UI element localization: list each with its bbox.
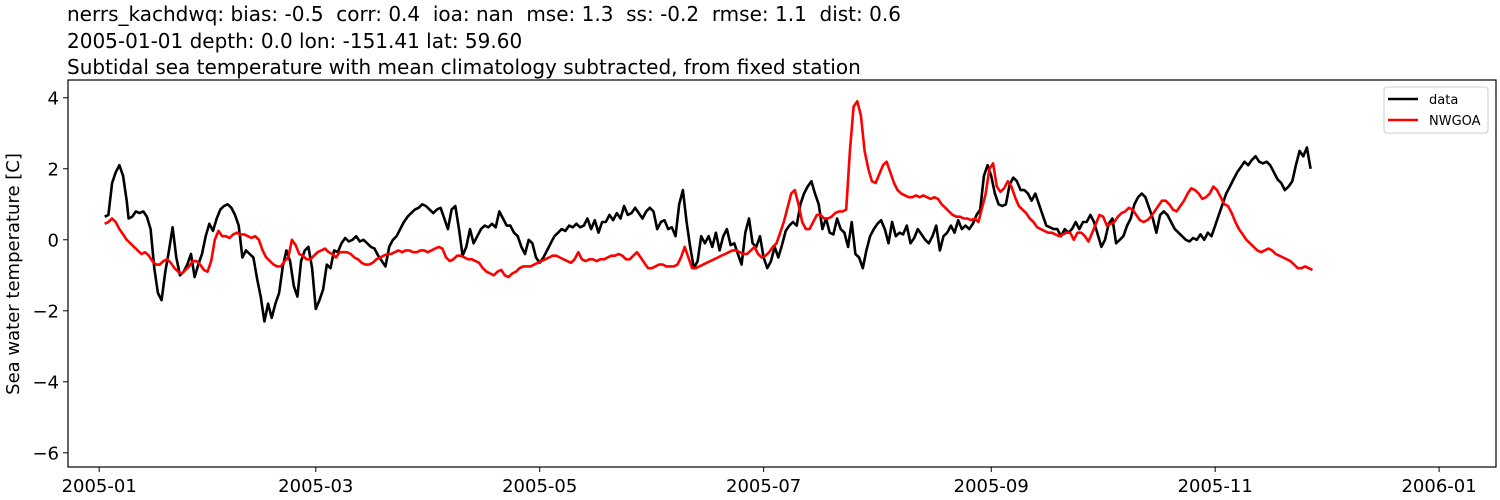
x-tick-label: 2005-09 [954,476,1029,497]
y-axis-label: Sea water temperature [C] [3,153,24,395]
series-line-nwgoa [104,100,1314,279]
x-tick-label: 2005-05 [502,476,577,497]
x-tick-label: 2005-01 [62,476,137,497]
series-line-data [104,146,1312,323]
x-axis: 2005-01 2005-03 2005-05 2005-07 2005-09 2005-… [62,467,1477,497]
x-tick-label: 2005-11 [1178,476,1253,497]
y-tick-label: 2 [48,159,59,180]
y-tick-label: 0 [48,230,59,251]
chart-title-line-2: 2005-01-01 depth: 0.0 lon: -151.41 lat: … [67,29,523,53]
chart-title-line-3: Subtidal sea temperature with mean clima… [67,55,861,79]
legend-nwgoa-label: NWGOA [1429,114,1481,129]
legend: data NWGOA [1383,86,1489,134]
x-tick-label: 2005-07 [726,476,801,497]
x-tick-label: 2006-01 [1401,476,1476,497]
plot-lines [104,100,1314,323]
legend-data-label: data [1429,93,1458,108]
axes-frame [67,79,1497,468]
y-tick-label: 4 [48,88,59,109]
x-tick-label: 2005-03 [278,476,353,497]
y-tick-label: −2 [32,301,59,322]
y-tick-label: −4 [32,372,59,393]
chart-title-line-1: nerrs_kachdwq: bias: -0.5 corr: 0.4 ioa:… [67,2,901,26]
y-tick-label: −6 [32,443,59,464]
y-axis: 4 2 0 −2 −4 −6 [32,88,68,464]
